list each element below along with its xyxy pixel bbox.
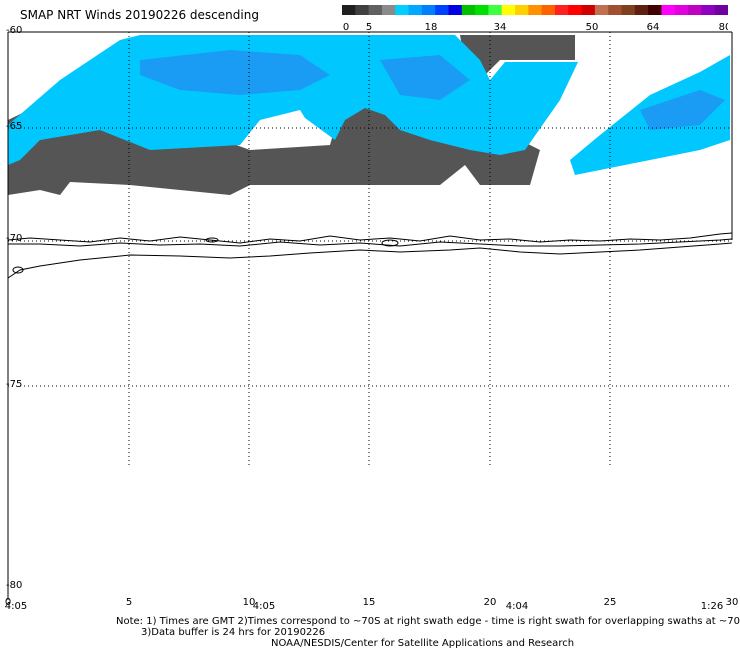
latitude-label: -65 xyxy=(6,121,22,132)
colorbar-segment xyxy=(368,5,383,15)
swath-time-labels: 4:05 4:05 4:04 1:26 xyxy=(5,601,723,612)
colorbar-segment xyxy=(634,5,649,15)
coastline xyxy=(7,232,733,279)
colorbar-tick-label: 80 xyxy=(719,22,728,33)
colorbar-tick-label: 5 xyxy=(366,22,372,33)
colorbar-segment xyxy=(594,5,609,15)
wind-streak-blue-2 xyxy=(380,55,470,100)
colorbar-segment xyxy=(621,5,636,15)
colorbar-segment xyxy=(355,5,370,15)
longitude-label: 5 xyxy=(126,597,132,608)
colorbar-segment xyxy=(688,5,702,15)
swath-time-label: 4:05 xyxy=(253,601,275,612)
colorbar-segment xyxy=(475,5,490,15)
colorbar-segment xyxy=(488,5,503,15)
footnote-line-2: 3)Data buffer is 24 hrs for 20190226 xyxy=(141,627,326,638)
colorbar-segment xyxy=(501,5,516,15)
colorbar-segment xyxy=(554,5,569,15)
colorbar-segment xyxy=(395,5,410,15)
colorbar-segment xyxy=(581,5,596,15)
footnote-line-3: NOAA/NESDIS/Center for Satellite Applica… xyxy=(271,638,575,649)
colorbar-tick-label: 0 xyxy=(343,22,349,33)
swath-data xyxy=(8,35,730,195)
colorbar-segment xyxy=(408,5,423,15)
colorbar-segment xyxy=(528,5,543,15)
colorbar-tick-label: 50 xyxy=(586,22,599,33)
longitude-label: 0 xyxy=(5,597,11,608)
low-wind-patch xyxy=(460,35,575,75)
colorbar-segment xyxy=(461,5,476,15)
longitude-label: 30 xyxy=(726,597,739,608)
wind-speed-colorbar: 0 5 18 34 50 64 80 xyxy=(342,5,728,33)
longitude-label: 15 xyxy=(363,597,376,608)
right-wind-streak xyxy=(640,90,725,130)
latitude-label: -60 xyxy=(6,25,22,36)
swath-time-label: 1:26 xyxy=(701,601,723,612)
colorbar-tick-label: 18 xyxy=(425,22,438,33)
colorbar-segment xyxy=(342,5,356,15)
longitude-label: 20 xyxy=(484,597,497,608)
latitude-label: -75 xyxy=(6,379,22,390)
colorbar-segment xyxy=(435,5,450,15)
colorbar-segment xyxy=(714,5,728,15)
colorbar-segment xyxy=(608,5,623,15)
latitude-labels: -60 -65 -70 -75 -80 xyxy=(6,25,22,591)
latitude-label: -70 xyxy=(6,233,22,244)
colorbar-tick-label: 64 xyxy=(647,22,660,33)
colorbar-segment xyxy=(421,5,436,15)
colorbar-segment xyxy=(381,5,396,15)
colorbar-segment xyxy=(568,5,583,15)
chart-title: SMAP NRT Winds 20190226 descending xyxy=(20,8,259,22)
swath-time-label: 4:04 xyxy=(506,601,528,612)
colorbar-segment xyxy=(701,5,716,15)
longitude-labels: 0 5 10 15 20 25 30 xyxy=(5,597,739,608)
colorbar-segments xyxy=(342,5,728,15)
longitude-label: 25 xyxy=(604,597,617,608)
colorbar-segment xyxy=(448,5,463,15)
colorbar-segment xyxy=(515,5,529,15)
footnote-line-1: Note: 1) Times are GMT 2)Times correspon… xyxy=(116,616,740,627)
colorbar-segment xyxy=(648,5,663,15)
latitude-label: -80 xyxy=(6,580,22,591)
swath-time-label: 4:05 xyxy=(5,601,27,612)
colorbar-tick-labels: 0 5 18 34 50 64 80 xyxy=(343,22,728,33)
colorbar-segment xyxy=(674,5,689,15)
colorbar-segment xyxy=(661,5,676,15)
wind-streak-blue xyxy=(140,50,330,95)
colorbar-tick-label: 34 xyxy=(494,22,507,33)
longitude-label: 10 xyxy=(243,597,256,608)
graticule xyxy=(8,32,732,465)
colorbar-segment xyxy=(541,5,556,15)
